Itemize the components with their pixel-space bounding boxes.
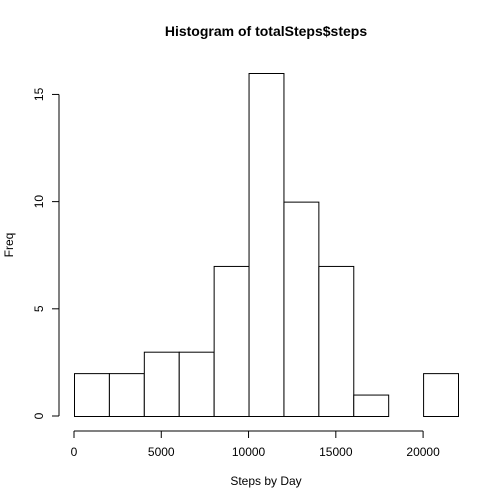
y-tick-label: 5 [32,305,46,312]
y-tick-label: 15 [32,87,46,101]
x-axis-label: Steps by Day [230,474,301,488]
histogram-bar [74,373,110,417]
histogram-bar [318,265,355,417]
x-tick-label: 15000 [319,445,353,459]
y-tick-label: 0 [32,412,46,419]
histogram-bar [143,351,180,417]
x-tick-label: 0 [71,445,78,459]
histogram-bar [248,73,285,417]
bars-group [74,73,460,417]
x-tick-label: 20000 [406,445,440,459]
x-tick-label: 5000 [148,445,175,459]
histogram-bar [213,265,250,417]
chart-title: Histogram of totalSteps$steps [165,23,367,39]
x-axis: 0 5000 10000 15000 20000 [71,430,440,459]
y-axis-label: Freq [2,233,16,258]
y-axis: 0 5 10 15 [32,87,60,419]
histogram-bar [108,373,145,417]
y-tick-label: 10 [32,195,46,209]
histogram-bar [283,201,320,417]
histogram-bar [178,351,215,417]
histogram-bar [353,394,390,417]
histogram-bar [423,373,460,417]
x-tick-label: 10000 [232,445,266,459]
